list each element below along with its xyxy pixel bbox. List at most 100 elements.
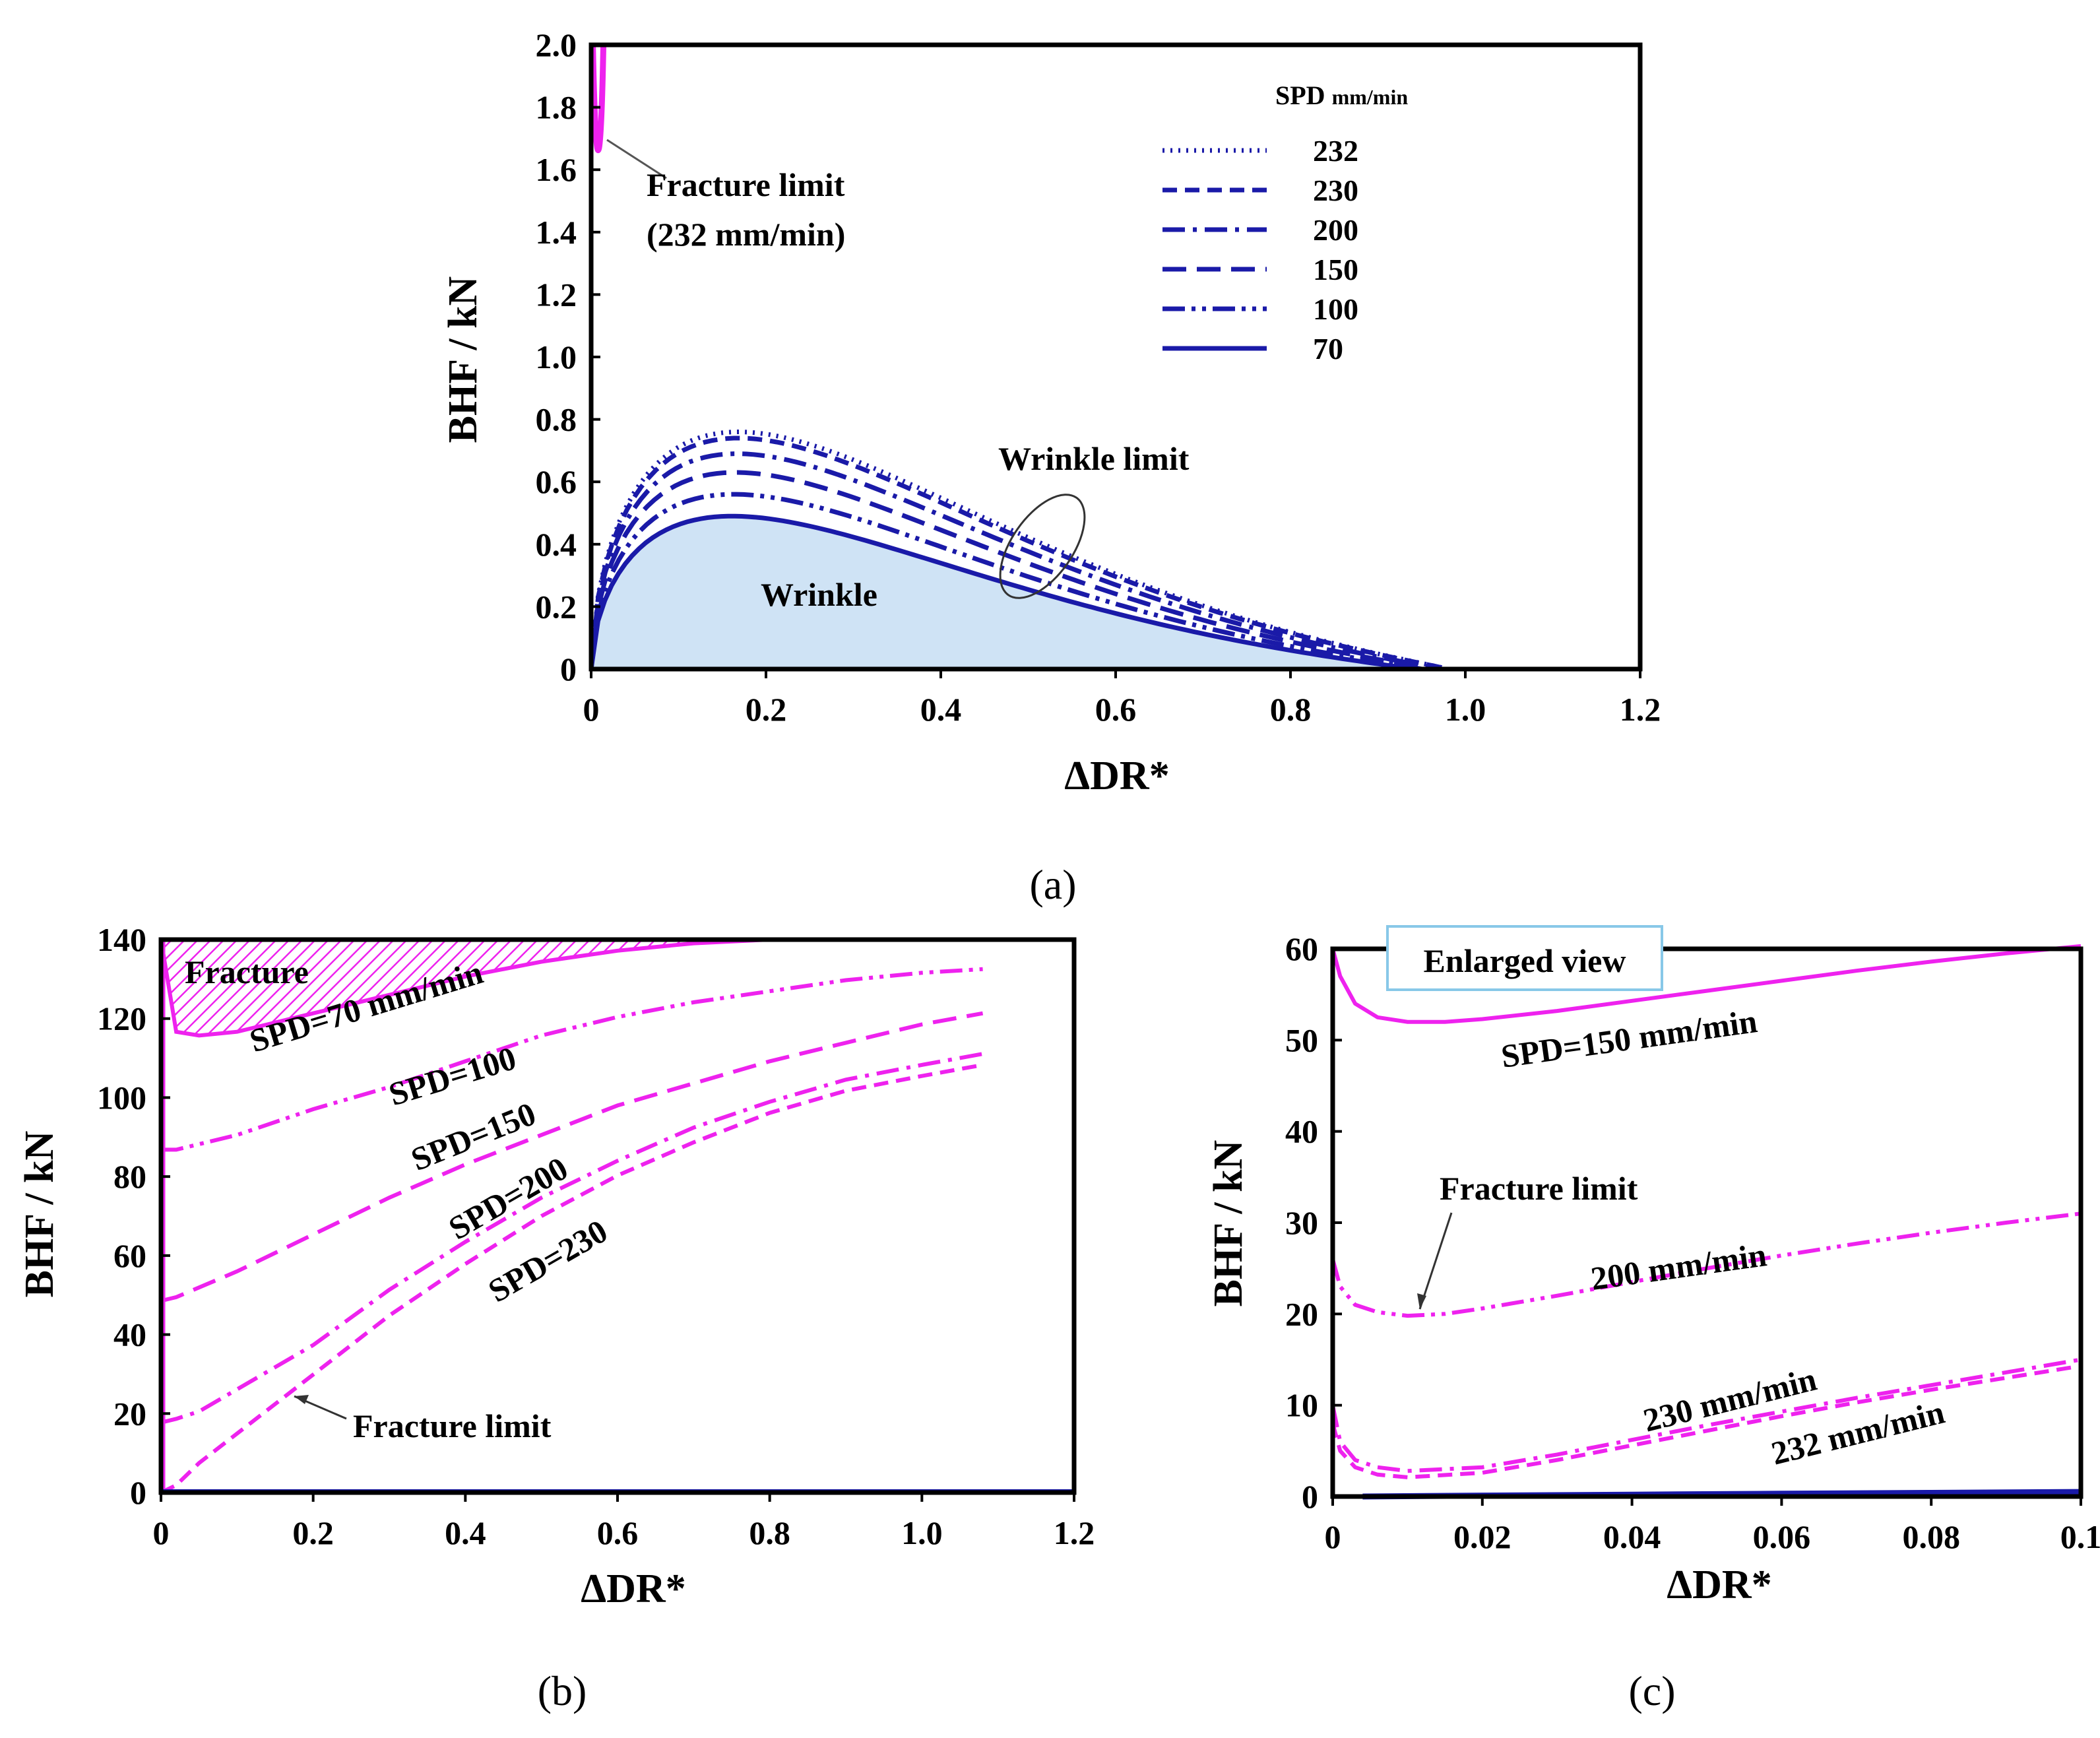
series-line-a-200 xyxy=(589,451,1440,672)
c-ytick-label: 20 xyxy=(1285,1295,1318,1332)
a-xtick-label: 0.8 xyxy=(1270,691,1312,728)
a-ytick-label: 0.2 xyxy=(536,588,577,625)
a-ytick-label: 0.4 xyxy=(536,526,577,563)
series-line-a-100 xyxy=(589,492,1422,672)
panel-b: 0 20 40 60 80 100 120 140 0 0.2 0.4 0.6 0.8 1.0 1.2 B… xyxy=(17,921,1095,1714)
caption-a: (a) xyxy=(1029,861,1076,908)
series-line-a-70 xyxy=(589,513,1414,672)
wrinkle-limit-ellipse xyxy=(999,494,1086,599)
legend-label-200: 200 xyxy=(1313,213,1358,247)
enlarged-view-label: Enlarged view xyxy=(1424,942,1626,979)
a-ytick-label: 1.4 xyxy=(536,214,577,251)
b-xtick-label: 0.8 xyxy=(749,1514,790,1551)
series-line-c-3 xyxy=(1331,1364,2082,1479)
caption-c: (c) xyxy=(1628,1667,1675,1714)
fracture-leader-line xyxy=(606,139,667,179)
legend-title: SPD xyxy=(1275,80,1325,110)
a-ytick-label: 1.0 xyxy=(536,338,577,375)
series-line-b-3 xyxy=(160,1052,984,1425)
c-xtick-label: 0.06 xyxy=(1753,1518,1811,1555)
series-line-c-0 xyxy=(1331,944,2082,1024)
c-xtick-label: 0 xyxy=(1325,1518,1341,1555)
fracture-limit-curve xyxy=(590,44,607,153)
a-xtick-label: 1.0 xyxy=(1445,691,1486,728)
b-ytick-label: 120 xyxy=(97,1000,146,1037)
legend-label-230: 230 xyxy=(1313,174,1358,207)
y-axis-label-b: BHF / kN xyxy=(17,1131,62,1298)
b-ytick-label: 60 xyxy=(113,1237,146,1274)
a-xtick-label: 0.2 xyxy=(746,691,787,728)
fracture-leader-line-c xyxy=(1418,1212,1453,1310)
arrow-head-c xyxy=(1417,1293,1426,1309)
b-xtick-label: 1.2 xyxy=(1054,1514,1095,1551)
legend-label-70: 70 xyxy=(1313,332,1343,366)
legend-label-100: 100 xyxy=(1313,292,1358,326)
series-line-c-2 xyxy=(1331,1357,2082,1473)
c-ytick-label: 0 xyxy=(1302,1478,1318,1515)
panel-c: 0 10 20 30 40 50 60 0 0.02 0.04 0.06 0.08 0.1 Enlar… xyxy=(1206,925,2100,1714)
a-ytick-label: 1.6 xyxy=(536,151,577,188)
b-ytick-label: 140 xyxy=(97,921,146,958)
b-ytick-label: 0 xyxy=(130,1474,146,1511)
c-xtick-label: 0.04 xyxy=(1603,1518,1661,1555)
a-ytick-label: 0 xyxy=(560,651,577,688)
b-xtick-label: 0.2 xyxy=(292,1514,334,1551)
x-axis-label-b: ΔDR* xyxy=(581,1566,685,1611)
y-axis-label-a: BHF / kN xyxy=(441,276,486,443)
b-xtick-label: 1.0 xyxy=(901,1514,943,1551)
a-ytick-label: 1.8 xyxy=(536,89,577,126)
wrinkle-region xyxy=(591,516,1413,669)
c-xtick-label: 0.08 xyxy=(1902,1518,1960,1555)
a-ytick-label: 0.8 xyxy=(536,401,577,438)
b-xtick-label: 0.6 xyxy=(597,1514,639,1551)
series-line-a-230 xyxy=(589,435,1449,672)
fracture-limit-label-c: Fracture limit xyxy=(1440,1170,1638,1207)
b-ytick-label: 80 xyxy=(113,1158,146,1195)
series-line-a-150 xyxy=(589,470,1431,672)
c-ytick-label: 60 xyxy=(1285,930,1318,967)
a-xtick-label: 0 xyxy=(583,691,600,728)
legend-unit: mm/min xyxy=(1332,85,1409,109)
series-line-b-1 xyxy=(161,967,983,1152)
c-xtick-label: 0.02 xyxy=(1453,1518,1511,1555)
x-axis-label-a: ΔDR* xyxy=(1064,754,1169,798)
c-ytick-label: 40 xyxy=(1285,1113,1318,1150)
fracture-region-label: Fracture xyxy=(185,953,309,990)
a-xtick-label: 1.2 xyxy=(1620,691,1661,728)
arrow-head-b xyxy=(294,1395,309,1404)
b-ytick-label: 40 xyxy=(113,1316,146,1353)
x-axis-label-c: ΔDR* xyxy=(1667,1562,1771,1607)
a-ytick-label: 2.0 xyxy=(536,26,577,63)
b-ytick-label: 20 xyxy=(113,1395,146,1432)
b-xtick-label: 0.4 xyxy=(445,1514,486,1551)
series-line-b-2 xyxy=(160,1011,984,1303)
y-axis-label-c: BHF / kN xyxy=(1206,1140,1251,1307)
caption-b: (b) xyxy=(538,1667,587,1714)
series-line-b-4 xyxy=(160,1062,984,1495)
legend-a: SPD mm/min 232 230 200 150 100 70 xyxy=(1162,80,1408,366)
a-xtick-label: 0.6 xyxy=(1095,691,1137,728)
series-line-a-232 xyxy=(589,429,1449,672)
b-xtick-label: 0 xyxy=(153,1514,170,1551)
wrinkle-region-label: Wrinkle xyxy=(761,576,877,613)
fracture-limit-label-a: Fracture limit xyxy=(647,166,845,203)
wrinkle-limit-label: Wrinkle limit xyxy=(998,440,1190,477)
series-line-b-0 xyxy=(159,938,770,1038)
c-ytick-label: 10 xyxy=(1285,1387,1318,1424)
enlarged-view-box xyxy=(1386,925,1663,991)
c-ytick-label: 30 xyxy=(1285,1204,1318,1241)
legend-label-150: 150 xyxy=(1313,253,1358,286)
fracture-limit-label-b: Fracture limit xyxy=(353,1407,552,1444)
legend-label-232: 232 xyxy=(1313,134,1358,168)
a-ytick-label: 0.6 xyxy=(536,463,577,500)
panel-a: 0 0.2 0.4 0.6 0.8 1.0 1.2 1.4 1.6 1.8 2.0 0 0.2 0.4 0… xyxy=(441,26,1661,908)
b-ytick-label: 100 xyxy=(97,1079,146,1116)
fracture-limit-sublabel-a: (232 mm/min) xyxy=(647,216,845,253)
series-line-c-1 xyxy=(1331,1211,2082,1318)
svg-text:SPD mm/min: SPD mm/min xyxy=(1275,80,1408,110)
a-ytick-label: 1.2 xyxy=(536,276,577,313)
c-xtick-label: 0.1 xyxy=(2060,1518,2100,1555)
a-xtick-label: 0.4 xyxy=(920,691,962,728)
c-ytick-label: 50 xyxy=(1285,1021,1318,1058)
